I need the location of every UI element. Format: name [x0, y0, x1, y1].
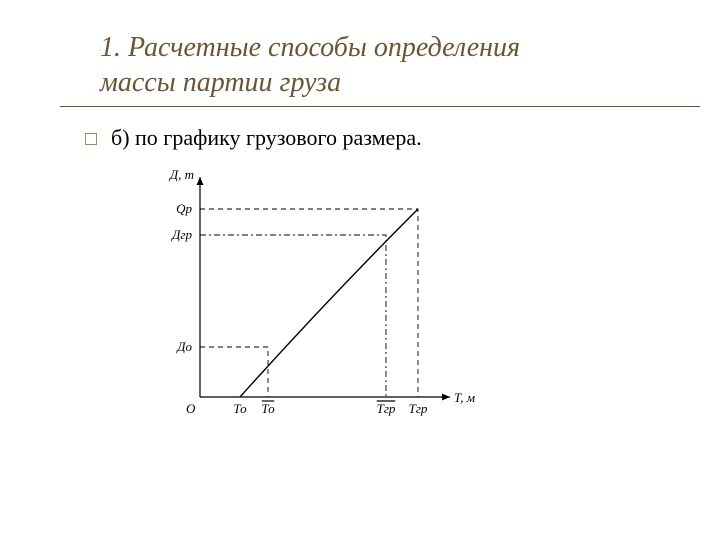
svg-text:T, м: T, м	[454, 390, 475, 405]
svg-text:Д, m: Д, m	[168, 167, 194, 182]
title-line-2: массы партии груза	[100, 67, 341, 98]
subtitle-text: б) по графику грузового размера.	[111, 125, 422, 151]
chart-container: Д, m T, м O Qp Дгр До То То Тгр Тгр	[140, 159, 660, 429]
bullet-icon	[85, 133, 97, 145]
title-underline	[60, 106, 700, 107]
svg-text:Дгр: Дгр	[170, 227, 192, 242]
svg-text:Тгр: Тгр	[377, 401, 396, 416]
title-line-1: 1. Расчетные способы определения	[100, 32, 520, 63]
title-block: 1. Расчетные способы определения массы п…	[100, 30, 660, 107]
svg-text:Тгр: Тгр	[409, 401, 428, 416]
subtitle-row: б) по графику грузового размера.	[85, 125, 660, 151]
svg-text:Qp: Qp	[176, 201, 192, 216]
cargo-size-chart: Д, m T, м O Qp Дгр До То То Тгр Тгр	[140, 159, 480, 429]
svg-text:То: То	[233, 401, 247, 416]
slide: 1. Расчетные способы определения массы п…	[0, 0, 720, 540]
svg-text:До: До	[175, 339, 192, 354]
svg-text:То: То	[261, 401, 275, 416]
slide-title: 1. Расчетные способы определения массы п…	[100, 30, 660, 100]
svg-text:O: O	[186, 401, 196, 416]
